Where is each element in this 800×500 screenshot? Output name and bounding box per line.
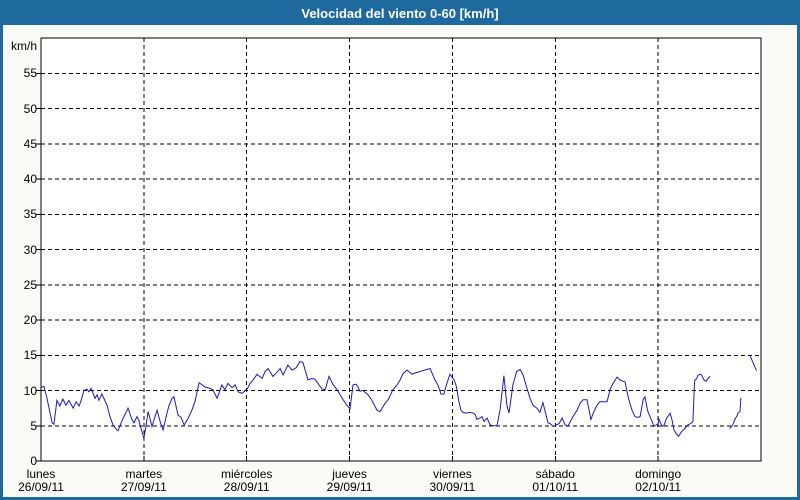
y-axis-tick-label: 10 xyxy=(23,383,37,398)
y-axis-tick-label: 0 xyxy=(30,454,37,468)
day-date: 30/09/11 xyxy=(429,480,476,494)
window-title: Velocidad del viento 0-60 [km/h] xyxy=(301,6,499,21)
y-axis-tick-label: 25 xyxy=(23,277,37,292)
x-axis-day-label: viernes 30/09/11 xyxy=(404,468,500,494)
day-date: 27/09/11 xyxy=(120,480,167,494)
x-axis-day-label: sábado 01/10/11 xyxy=(507,468,603,494)
x-axis-day-label: lunes 26/09/11 xyxy=(3,467,89,494)
day-name: viernes xyxy=(433,467,472,481)
day-name: miércoles xyxy=(221,467,273,481)
y-axis-tick-label: 30 xyxy=(23,242,37,257)
y-axis-tick-label: 5 xyxy=(30,418,37,433)
day-date: 02/10/11 xyxy=(635,480,682,494)
y-axis-tick-label: 15 xyxy=(23,348,37,363)
window-titlebar: Velocidad del viento 0-60 [km/h] xyxy=(3,3,797,25)
day-date: 26/09/11 xyxy=(18,480,64,494)
day-name: domingo xyxy=(635,467,682,481)
y-axis-tick-label: 20 xyxy=(23,313,37,327)
y-axis-tick-label: 35 xyxy=(23,207,37,222)
y-axis-tick-label: 55 xyxy=(23,66,37,81)
y-axis-tick-label: 45 xyxy=(23,136,37,151)
day-date: 01/10/11 xyxy=(532,480,579,494)
day-name: sábado xyxy=(535,467,575,481)
x-axis-day-label: domingo 02/10/11 xyxy=(610,468,706,494)
x-axis-day-label: jueves 29/09/11 xyxy=(302,468,398,494)
day-name: martes xyxy=(125,467,163,481)
y-axis-tick-label: 50 xyxy=(23,101,37,116)
x-axis-day-label: miércoles 28/09/11 xyxy=(199,468,295,494)
day-date: 28/09/11 xyxy=(223,480,270,494)
day-name: lunes xyxy=(26,467,56,481)
day-name: jueves xyxy=(332,467,367,481)
y-axis-tick-label: 40 xyxy=(23,172,37,186)
wind-speed-line-chart xyxy=(36,37,762,462)
x-axis-day-label: martes 27/09/11 xyxy=(96,468,192,494)
day-date: 29/09/11 xyxy=(326,480,373,494)
y-axis-unit-label: km/h xyxy=(11,39,38,53)
